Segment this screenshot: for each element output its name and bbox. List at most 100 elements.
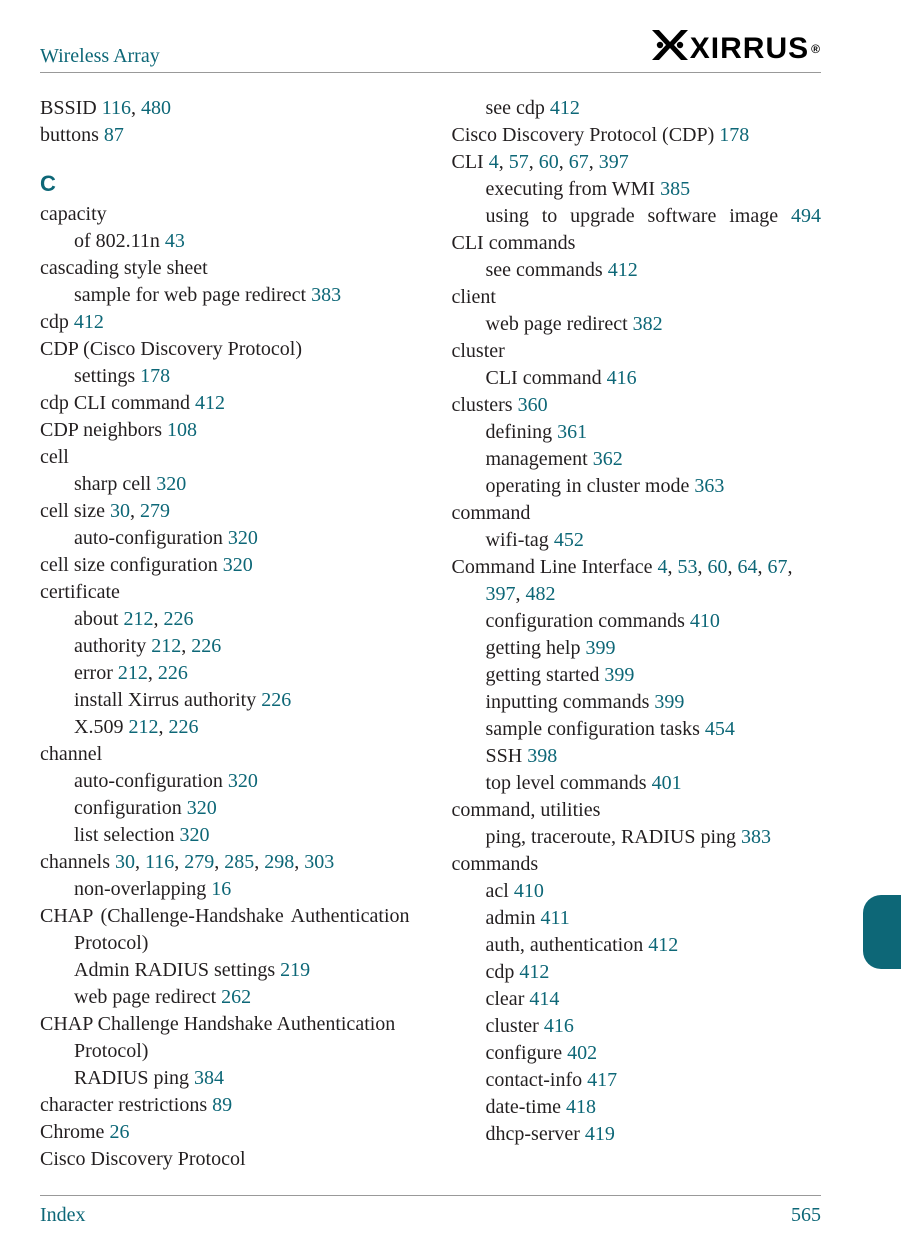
page-ref-link[interactable]: 67 [569,151,589,173]
page-ref-link[interactable]: 226 [168,716,198,738]
page-ref-link[interactable]: 360 [518,394,548,416]
page-ref-link[interactable]: 285 [224,851,254,873]
page-ref-link[interactable]: 212 [118,662,148,684]
page-ref-link[interactable]: 363 [694,475,724,497]
page-ref-link[interactable]: 43 [165,230,185,252]
page-ref-link[interactable]: 480 [141,97,171,119]
page-ref-link[interactable]: 53 [678,556,698,578]
page-ref-link[interactable]: 226 [158,662,188,684]
index-entry: CDP neighbors 108 [40,417,410,444]
index-entry: getting started 399 [452,662,822,689]
page-ref-link[interactable]: 4 [489,151,499,173]
page-ref-link[interactable]: 60 [539,151,559,173]
page-ref-link[interactable]: 116 [145,851,174,873]
page-ref-link[interactable]: 87 [104,124,124,146]
page-ref-link[interactable]: 361 [557,421,587,443]
page-ref-link[interactable]: 219 [280,959,310,981]
page-ref-link[interactable]: 108 [167,419,197,441]
page-ref-link[interactable]: 402 [567,1042,597,1064]
page-ref-link[interactable]: 298 [264,851,294,873]
page-ref-link[interactable]: 212 [151,635,181,657]
page-ref-link[interactable]: 262 [221,986,251,1008]
page-ref-link[interactable]: 416 [544,1015,574,1037]
page-ref-link[interactable]: 30 [115,851,135,873]
page-header: Wireless Array XIRRUS ® [40,30,821,73]
page-ref-link[interactable]: 226 [261,689,291,711]
index-entry: X.509 212, 226 [40,714,410,741]
page-ref-link[interactable]: 279 [184,851,214,873]
page-ref-link[interactable]: 64 [738,556,758,578]
page-ref-link[interactable]: 412 [195,392,225,414]
index-column-right: see cdp 412Cisco Discovery Protocol (CDP… [452,95,822,1173]
page-ref-link[interactable]: 410 [690,610,720,632]
page-ref-link[interactable]: 303 [304,851,334,873]
page-ref-link[interactable]: 57 [509,151,529,173]
page-ref-link[interactable]: 67 [768,556,788,578]
index-entry: Cisco Discovery Protocol (CDP) 178 [452,122,822,149]
page-ref-link[interactable]: 320 [228,527,258,549]
page-ref-link[interactable]: 320 [223,554,253,576]
page-ref-link[interactable]: 226 [163,608,193,630]
page-ref-link[interactable]: 411 [541,907,570,929]
index-entry: ping, traceroute, RADIUS ping 383 [452,824,822,851]
index-entry: commands [452,851,822,878]
page-ref-link[interactable]: 398 [527,745,557,767]
page-ref-link[interactable]: 412 [519,961,549,983]
page-ref-link[interactable]: 412 [550,97,580,119]
page-ref-link[interactable]: 452 [554,529,584,551]
brand-name: XIRRUS [690,32,809,66]
page-ref-link[interactable]: 412 [648,934,678,956]
brand-glyph-icon [652,30,688,68]
page-ref-link[interactable]: 397 [486,583,516,605]
page-ref-link[interactable]: 494 [791,205,821,227]
page-ref-link[interactable]: 419 [585,1123,615,1145]
page-ref-link[interactable]: 60 [708,556,728,578]
page-ref-link[interactable]: 320 [156,473,186,495]
page-ref-link[interactable]: 26 [109,1121,129,1143]
page-ref-link[interactable]: 362 [593,448,623,470]
index-entry: command [452,500,822,527]
thumb-tab [863,895,901,969]
page-ref-link[interactable]: 412 [74,311,104,333]
page-ref-link[interactable]: 414 [529,988,559,1010]
page-ref-link[interactable]: 399 [585,637,615,659]
page-ref-link[interactable]: 412 [608,259,638,281]
page-ref-link[interactable]: 383 [741,826,771,848]
page-ref-link[interactable]: 382 [633,313,663,335]
page-ref-link[interactable]: 320 [228,770,258,792]
page-ref-link[interactable]: 212 [123,608,153,630]
page-ref-link[interactable]: 178 [140,365,170,387]
page-ref-link[interactable]: 16 [211,878,231,900]
index-entry: cluster [452,338,822,365]
registered-mark: ® [811,42,821,56]
page-ref-link[interactable]: 320 [187,797,217,819]
page-ref-link[interactable]: 212 [128,716,158,738]
page-ref-link[interactable]: 399 [604,664,634,686]
page-ref-link[interactable]: 410 [514,880,544,902]
index-entry: buttons 87 [40,122,410,149]
page-ref-link[interactable]: 30 [110,500,130,522]
page-ref-link[interactable]: 320 [180,824,210,846]
page-ref-link[interactable]: 482 [526,583,556,605]
index-entry: Admin RADIUS settings 219 [40,957,410,984]
page-ref-link[interactable]: 401 [652,772,682,794]
index-entry: clusters 360 [452,392,822,419]
page-ref-link[interactable]: 417 [587,1069,617,1091]
page-ref-link[interactable]: 384 [194,1067,224,1089]
page-ref-link[interactable]: 418 [566,1096,596,1118]
index-columns: BSSID 116, 480buttons 87Ccapacityof 802.… [40,95,821,1173]
page-ref-link[interactable]: 385 [660,178,690,200]
index-entry: error 212, 226 [40,660,410,687]
page-ref-link[interactable]: 178 [719,124,749,146]
page-ref-link[interactable]: 416 [607,367,637,389]
page-ref-link[interactable]: 279 [140,500,170,522]
page-ref-link[interactable]: 4 [658,556,668,578]
page-ref-link[interactable]: 226 [191,635,221,657]
page-ref-link[interactable]: 89 [212,1094,232,1116]
page-ref-link[interactable]: 383 [311,284,341,306]
page-ref-link[interactable]: 399 [654,691,684,713]
index-entry: see commands 412 [452,257,822,284]
page-ref-link[interactable]: 397 [599,151,629,173]
page-ref-link[interactable]: 116 [102,97,131,119]
page-ref-link[interactable]: 454 [705,718,735,740]
